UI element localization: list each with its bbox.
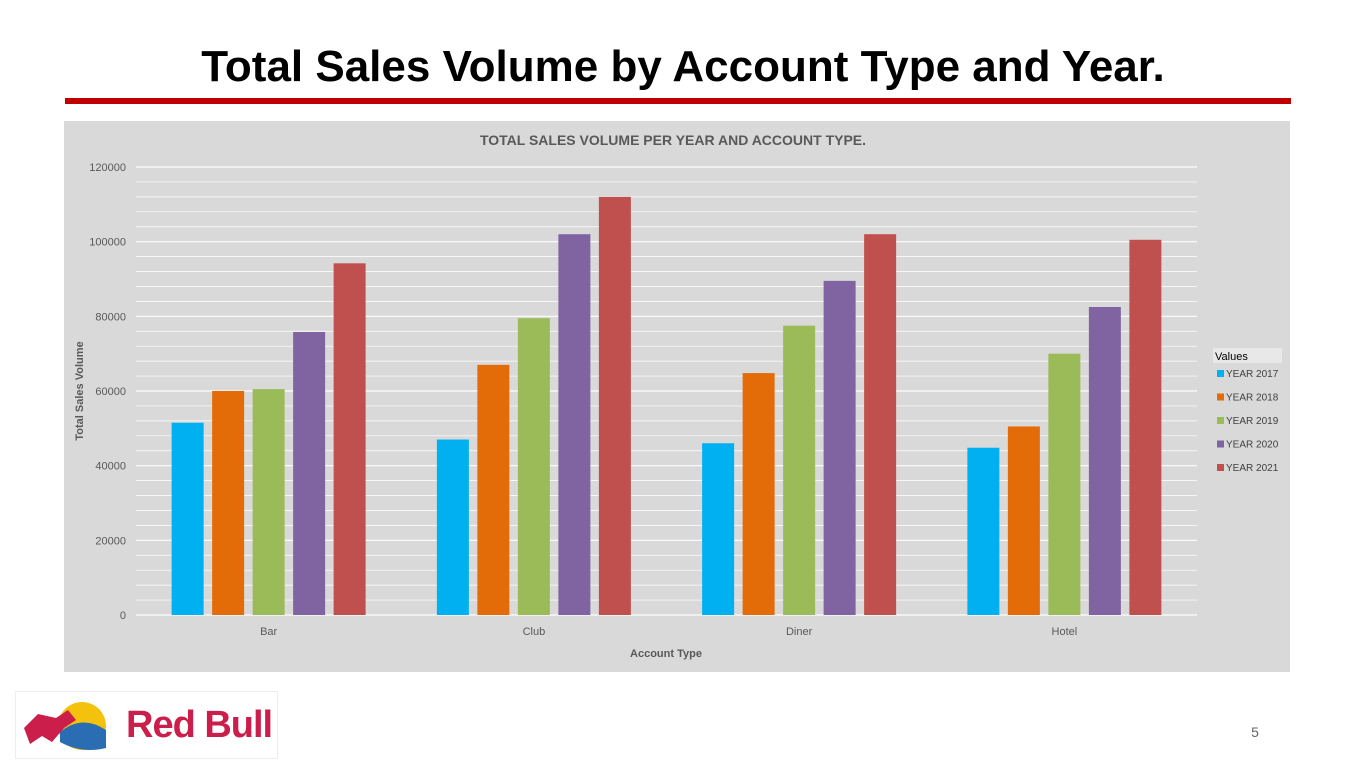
bar bbox=[783, 325, 816, 615]
y-tick-label: 60000 bbox=[95, 386, 126, 398]
legend-swatch bbox=[1217, 370, 1224, 377]
bar bbox=[1007, 426, 1040, 615]
x-tick-label: Diner bbox=[786, 626, 813, 638]
y-tick-label: 120000 bbox=[89, 162, 126, 174]
bar bbox=[823, 280, 856, 615]
legend-item: YEAR 2018 bbox=[1226, 393, 1279, 404]
y-tick-label: 0 bbox=[120, 610, 126, 622]
logo-wordmark: Red Bull bbox=[126, 704, 273, 746]
x-tick-label: Club bbox=[523, 626, 546, 638]
bar bbox=[702, 443, 735, 615]
legend-swatch bbox=[1217, 393, 1224, 401]
y-axis-ticks: 0 20000 40000 60000 80000 100000 120000 bbox=[89, 162, 126, 622]
legend-item: YEAR 2017 bbox=[1226, 369, 1279, 380]
page-number: 5 bbox=[1251, 724, 1259, 740]
bar bbox=[1129, 239, 1162, 616]
y-tick-label: 40000 bbox=[95, 461, 126, 473]
legend-item: YEAR 2021 bbox=[1226, 463, 1279, 474]
legend-swatch bbox=[1217, 417, 1224, 424]
bar bbox=[864, 234, 897, 615]
x-axis-label: Account Type bbox=[630, 648, 702, 660]
y-tick-label: 80000 bbox=[95, 311, 126, 323]
bar bbox=[517, 318, 550, 615]
legend-title-bg bbox=[1213, 348, 1282, 363]
bar bbox=[293, 332, 326, 615]
bar bbox=[742, 373, 775, 615]
legend-item: YEAR 2020 bbox=[1226, 440, 1279, 451]
bar bbox=[436, 439, 469, 615]
bar bbox=[598, 196, 631, 615]
y-axis-label: Total Sales Volume bbox=[74, 341, 86, 440]
chart-panel: TOTAL SALES VOLUME PER YEAR AND ACCOUNT … bbox=[16, 121, 1290, 758]
y-tick-label: 100000 bbox=[89, 237, 126, 249]
legend-item: YEAR 2019 bbox=[1226, 416, 1279, 427]
bar bbox=[252, 389, 285, 615]
bar bbox=[1088, 307, 1121, 615]
legend-swatch bbox=[1217, 440, 1224, 448]
legend-title: Values bbox=[1215, 351, 1248, 363]
bar bbox=[333, 263, 366, 615]
bar bbox=[967, 447, 1000, 615]
y-tick-label: 20000 bbox=[95, 535, 126, 547]
x-tick-label: Bar bbox=[260, 626, 277, 638]
x-axis-ticks: Bar Club Diner Hotel bbox=[260, 626, 1077, 638]
bull-emblem-icon bbox=[24, 702, 106, 750]
x-tick-label: Hotel bbox=[1052, 626, 1078, 638]
legend: Values YEAR 2017 YEAR 2018 YEAR 2019 YEAR 2… bbox=[1213, 348, 1282, 474]
bar bbox=[1048, 353, 1081, 615]
bar bbox=[477, 364, 510, 615]
bar bbox=[558, 234, 591, 615]
bar bbox=[171, 422, 204, 615]
legend-swatch bbox=[1217, 464, 1224, 471]
red-bull-logo: Red Bull bbox=[16, 692, 277, 758]
bar bbox=[212, 391, 245, 615]
chart-title: TOTAL SALES VOLUME PER YEAR AND ACCOUNT … bbox=[480, 132, 866, 148]
title-rule bbox=[65, 98, 1291, 104]
bar-chart: TOTAL SALES VOLUME PER YEAR AND ACCOUNT … bbox=[74, 132, 1282, 660]
bars bbox=[171, 196, 1162, 616]
slide-title: Total Sales Volume by Account Type and Y… bbox=[201, 42, 1165, 91]
